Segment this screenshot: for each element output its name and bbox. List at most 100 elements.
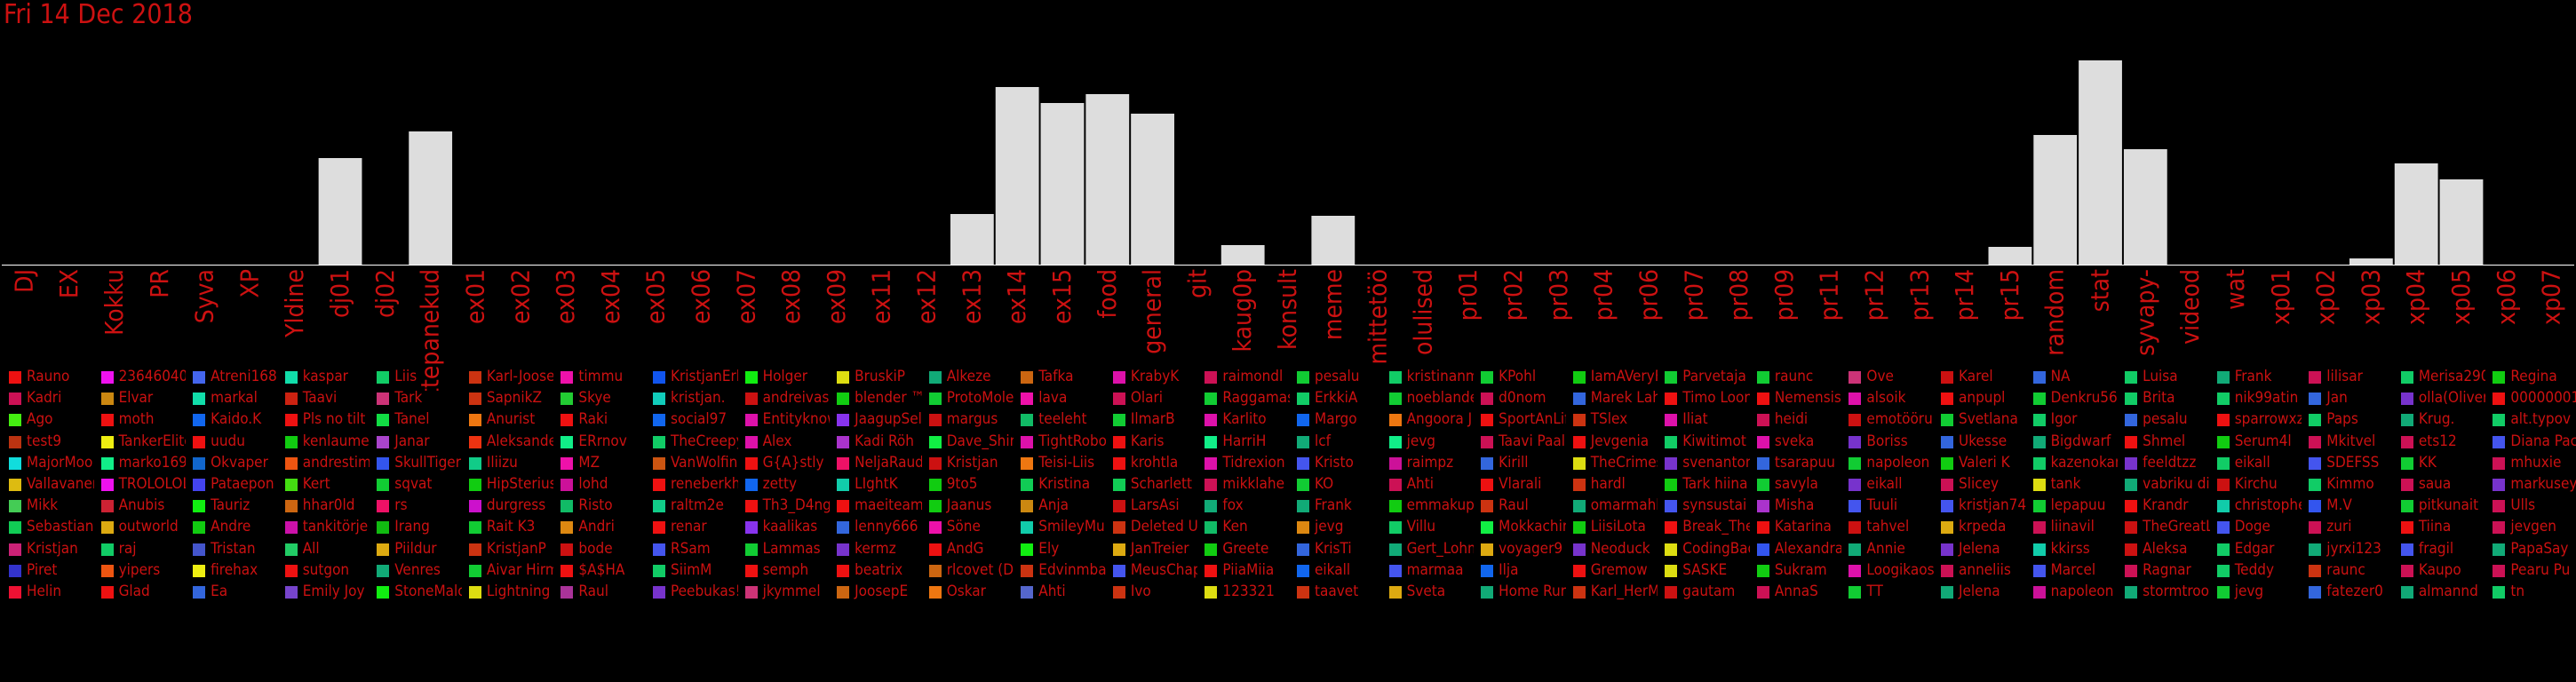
legend-label: alt.typov [2510,410,2572,429]
legend-swatch [653,500,665,513]
legend-item: G{A}stly [744,453,831,472]
legend-swatch [284,371,298,384]
legend-label: Ken [1222,518,1248,536]
legend-item: Aleksa [2125,539,2210,559]
legend-item: Sukram [1756,560,1842,580]
legend-label: marko169 [118,453,187,472]
legend-swatch [100,521,114,535]
x-tick-label: food [1093,269,1122,319]
legend-item: Teddy [2216,560,2302,580]
legend-label: G{A}stly [762,453,824,472]
legend-label: sqvat [394,475,433,493]
legend-item: fox [1205,496,1290,515]
x-tick-label: ettepanekud [416,269,445,391]
legend-label: jkymmel [762,583,821,600]
legend-swatch [468,479,481,491]
legend-item: fatezer0 [2309,582,2394,601]
legend-swatch [1849,586,1862,599]
legend-label: Iliizu [486,453,518,472]
legend-label: StoneMalon [394,583,462,600]
legend-item: tahvel [1849,517,1934,536]
legend-label: napoleon [2050,583,2114,600]
legend-item: hhar0ld [284,496,370,515]
legend-label: svenanton [1682,453,1750,472]
legend-swatch [1205,521,1218,535]
legend-item: sutgon [284,560,370,580]
legend-item: SDEFSS [2309,453,2394,472]
legend-item: Greete [1205,539,1290,559]
legend-label: kristjan74 [1959,496,2026,515]
legend-label: TT [1866,583,1883,600]
legend-label: Kimmo [2326,475,2374,493]
legend-label: Okvaper [211,453,268,472]
legend-item: Katarina [1756,517,1842,536]
legend-item: semph [744,560,831,580]
legend-item: Gert_Lohm [1388,539,1474,559]
bar-pr15 [1988,247,2032,265]
legend-swatch [468,393,481,406]
legend-swatch [2032,586,2046,599]
legend-label: Tristan [211,539,256,558]
bar-random [2033,135,2078,265]
legend-item: firehax [193,560,278,580]
legend-item: SkullTiger [377,453,462,472]
x-tick-label: ex04 [596,269,625,324]
bar-ex14 [995,87,1039,265]
legend-item: Skye [561,388,646,408]
legend-swatch [100,393,114,406]
legend-item: Olari [1112,388,1198,408]
legend-swatch [1021,479,1034,491]
legend-label: savyla [1774,475,1818,493]
legend-label: zuri [2326,518,2352,536]
legend-item: Bigdwarf [2032,432,2119,451]
legend-item: TheCrimes [1572,453,1658,472]
x-tick-label: dj02 [370,269,400,318]
legend-swatch [744,435,758,448]
legend-swatch [744,543,758,556]
legend-label: Marcel [2050,560,2096,579]
legend-label: jevg [2234,583,2264,600]
legend-label: Vallavanem [27,475,94,493]
legend-swatch [1756,543,1769,556]
legend-label: Jevgenia [1590,432,1650,450]
legend-swatch [561,479,574,491]
legend-swatch [1388,393,1402,406]
legend-item: Margo [1297,409,1382,429]
legend-swatch [1297,521,1309,535]
legend-swatch [1849,414,1862,427]
legend-label: TightRobot [1038,432,1106,450]
legend-label: mhuxie [2510,453,2562,472]
legend-label: Venres [394,560,441,579]
legend-label: Taavi [302,389,338,408]
legend-label: jevgen [2510,518,2556,536]
legend-swatch [2125,414,2138,427]
x-tick-label: ex12 [912,269,942,324]
legend-swatch [377,456,390,470]
legend-label: jevg [1406,432,1435,450]
legend-item: TightRobot [1021,432,1106,451]
legend-label: Ea [211,583,228,600]
legend-label: Piildur [394,539,437,558]
x-tick-label: pr03 [1544,269,1573,321]
legend-swatch [1756,371,1769,384]
legend-label: Raul [1499,496,1529,515]
legend-label: Risto [578,496,613,515]
legend-item: Iliat [1665,409,1750,429]
legend-label: Tidrexion [1222,453,1285,472]
legend-item: svenanton [1665,453,1750,472]
legend-label: CodingBad [1682,539,1750,558]
x-tick-label: xp05 [2446,269,2476,325]
legend-item: Kristjan [9,539,94,559]
legend-label: raunc [2326,560,2365,579]
legend-item: mhuxie [2493,453,2576,472]
legend-label: Holger [762,368,808,385]
legend-swatch [2032,456,2046,470]
legend-swatch [1021,435,1034,448]
legend-item: Peebukas! [653,582,738,601]
legend-swatch [744,371,758,384]
legend-label: yipers [118,560,161,579]
legend-item: Edvinmbal [1021,560,1106,580]
legend-item: Shmel [2125,432,2210,451]
legend-swatch [1205,479,1218,491]
legend-item: Atreni168 [193,367,278,386]
